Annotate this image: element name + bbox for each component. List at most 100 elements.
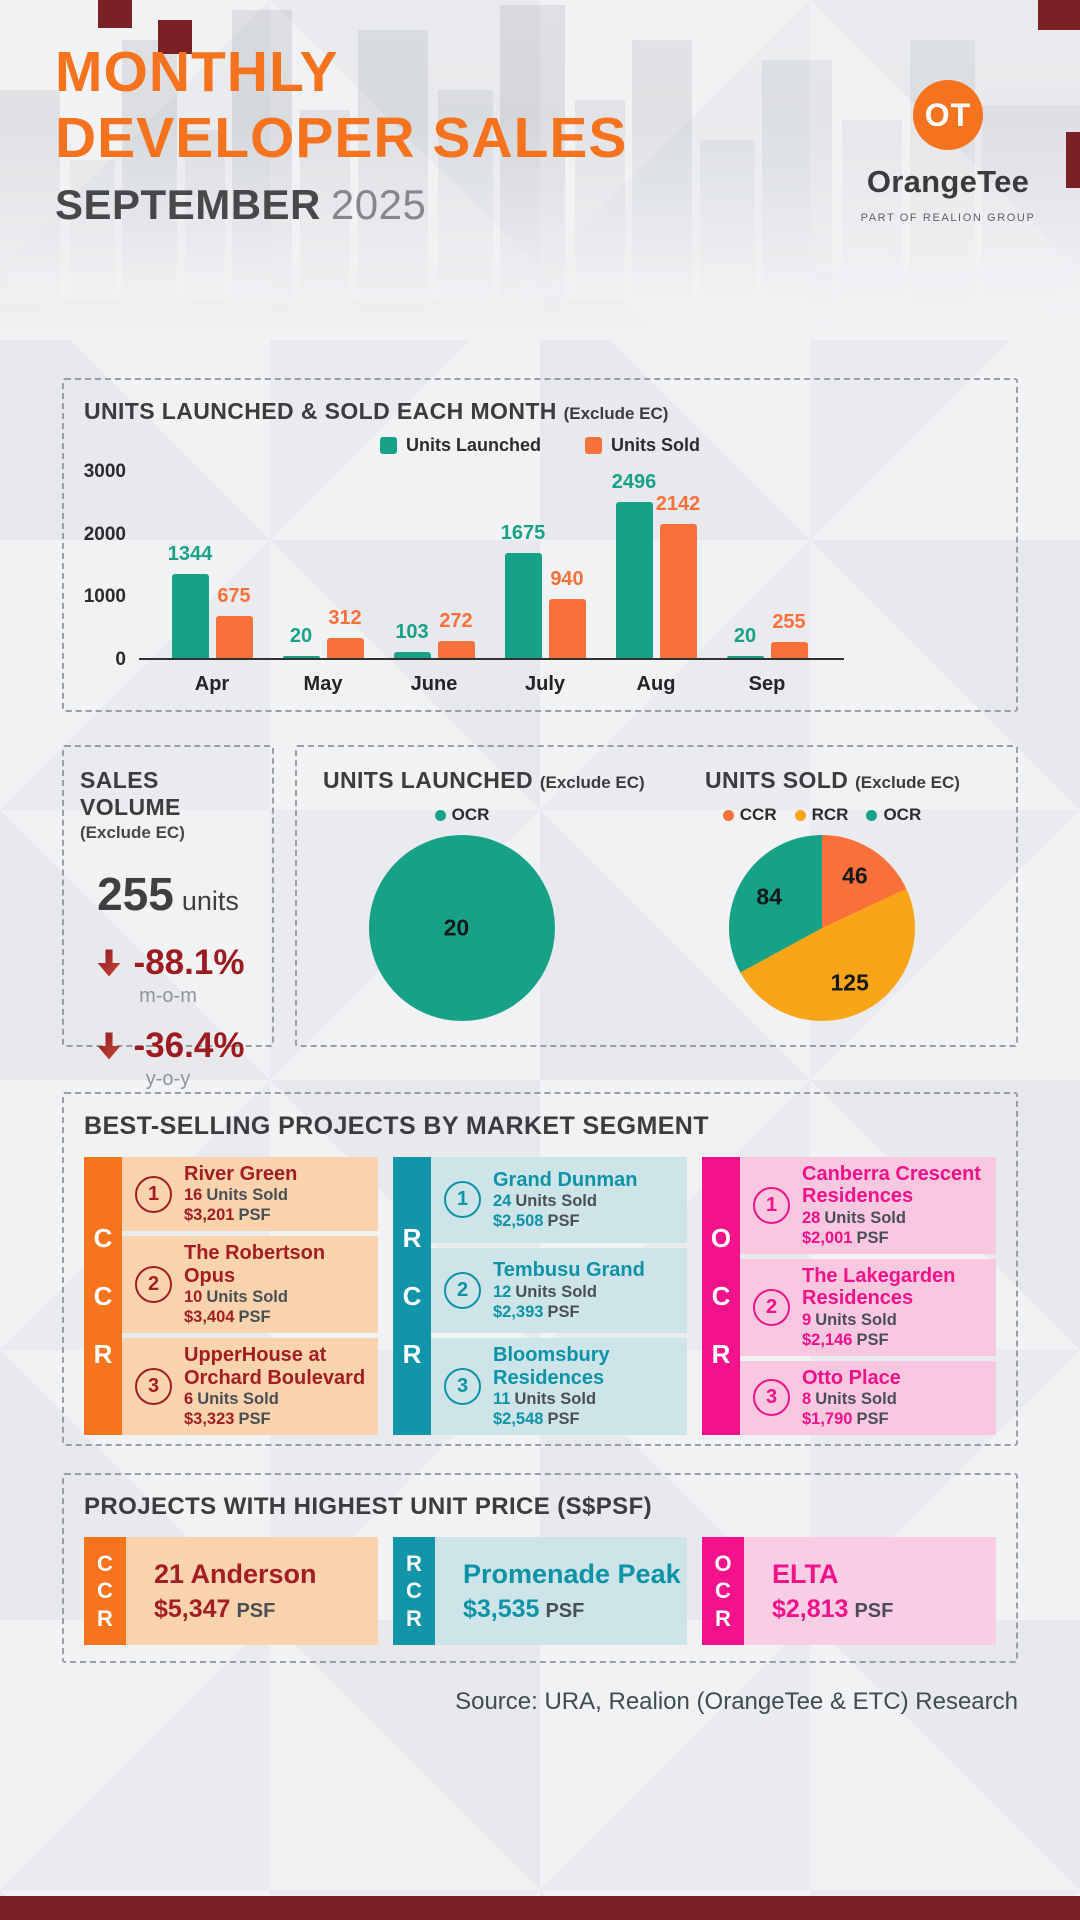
sales-volume-note: (Exclude EC) <box>80 823 185 842</box>
units-sold-pie: 46 125 84 <box>729 835 915 1021</box>
project-name: Tembusu Grand <box>493 1259 645 1282</box>
units-sold-value: 24 <box>493 1192 512 1210</box>
units-launched-pie: 20 <box>369 835 555 1021</box>
decrease-arrow-icon <box>97 1032 120 1060</box>
units-sold-bar <box>548 599 586 658</box>
bar-chart-title-text: UNITS LAUNCHED & SOLD EACH MONTH <box>84 398 557 424</box>
units-sold-value: 16 <box>184 1186 203 1205</box>
bar-chart-title: UNITS LAUNCHED & SOLD EACH MONTH (Exclud… <box>84 398 996 425</box>
project-name: Bloomsbury Residences <box>493 1344 610 1389</box>
best-selling-title: BEST-SELLING PROJECTS BY MARKET SEGMENT <box>84 1112 709 1140</box>
project-tile: 3 Bloomsbury Residences 11 Units Sold $2,… <box>431 1338 687 1435</box>
segment-letter: C <box>93 1222 113 1253</box>
units-sold-bar <box>215 615 253 658</box>
project-tile: 3 UpperHouse at Orchard Boulevard 6 Units… <box>122 1338 378 1435</box>
project-tile: 2 The Robertson Opus 10 Units Sold $3,404… <box>122 1236 378 1334</box>
psf-price-value: $2,813 <box>772 1594 849 1623</box>
yoy-change-label: y-o-y <box>145 1068 191 1090</box>
units-launched-pie-legend: OCR <box>342 805 582 825</box>
rcr-segment-strip: R C R <box>393 1537 435 1645</box>
segment-letter: R <box>715 1605 731 1631</box>
psf-label: PSF <box>547 1302 580 1321</box>
legend-ocr: OCR <box>866 805 921 825</box>
rcr-segment-bar: R C R <box>393 1157 431 1435</box>
city-skyline-background <box>0 0 1080 340</box>
bar-value-label: 103 <box>395 620 429 643</box>
units-sold-label: Units Sold <box>515 1192 597 1210</box>
project-name: Canberra Crescent Residences <box>802 1163 981 1208</box>
units-launched-bar <box>615 501 653 658</box>
highest-price-card-rcr: R C R Promenade Peak $3,535 PSF <box>393 1537 687 1645</box>
psf-label: PSF <box>856 1228 889 1247</box>
ccr-dot-icon <box>722 809 734 821</box>
ccr-segment-strip: C C R <box>84 1537 126 1645</box>
psf-price-value: $3,535 <box>463 1594 540 1623</box>
rank-badge: 2 <box>444 1271 481 1309</box>
segment-letter: R <box>402 1222 422 1253</box>
units-sold-value: 9 <box>802 1310 812 1329</box>
project-tile: 1 Grand Dunman 24 Units Sold $2,508 PSF <box>431 1157 687 1243</box>
units-sold-value: 28 <box>802 1208 821 1227</box>
legend-units-launched-label: Units Launched <box>405 435 541 455</box>
legend-ocr-label: OCR <box>451 805 490 824</box>
units-sold-pie-title-text: UNITS SOLD <box>705 767 849 793</box>
segment-letter: R <box>402 1338 422 1369</box>
units-launched-bar <box>171 573 209 658</box>
psf-label: PSF <box>856 1409 889 1428</box>
segment-letter: R <box>97 1605 113 1631</box>
pie-value-label: 46 <box>842 862 868 889</box>
y-axis-tick: 2000 <box>83 523 126 545</box>
psf-label: PSF <box>856 1330 889 1349</box>
units-launched-bar <box>504 553 542 658</box>
report-title-block: MONTHLY DEVELOPER SALES SEPTEMBER 2025 <box>55 40 627 229</box>
segment-letter: O <box>714 1550 732 1576</box>
orangetee-logo-name: OrangeTee <box>866 164 1030 199</box>
sales-volume-number: 255 <box>97 868 174 920</box>
legend-units-sold: Units Sold <box>585 435 700 456</box>
best-selling-panel: BEST-SELLING PROJECTS BY MARKET SEGMENT … <box>62 1092 1018 1446</box>
ccr-segment-bar: C C R <box>84 1157 122 1435</box>
segment-letter: C <box>97 1550 113 1576</box>
legend-units-launched: Units Launched <box>379 435 541 456</box>
y-axis-tick: 1000 <box>83 586 126 608</box>
psf-price-value: $5,347 <box>154 1594 231 1623</box>
segment-ccr: C C R 1 River Green 16 Units Sold $3,201 P… <box>84 1157 378 1435</box>
project-tile: 1 River Green 16 Units Sold $3,201 PSF <box>122 1157 378 1232</box>
units-launched-bar <box>282 655 320 658</box>
bar-group-apr: 1344 675 Apr <box>162 472 262 695</box>
x-axis-label: May <box>303 673 343 695</box>
psf-label: PSF <box>238 1308 271 1327</box>
units-launched-swatch-icon <box>379 437 397 454</box>
orangetee-logo-tagline: PART OF REALION GROUP <box>860 212 1036 224</box>
legend-ccr: CCR <box>722 805 777 825</box>
bar-value-label: 675 <box>217 584 251 607</box>
segment-letter: O <box>710 1222 732 1253</box>
yoy-change-value: -36.4% <box>133 1026 245 1065</box>
psf-price-value: $3,404 <box>184 1308 235 1327</box>
project-name: Promenade Peak <box>463 1558 681 1589</box>
units-sold-label: Units Sold <box>815 1389 897 1408</box>
ocr-segment-strip: O C R <box>702 1537 744 1645</box>
units-sold-pie-title: UNITS SOLD (Exclude EC) <box>705 767 960 794</box>
pie-value-label: 20 <box>443 914 470 941</box>
project-tile: 1 Canberra Crescent Residences 28 Units S… <box>740 1157 996 1254</box>
bar-chart-title-note: (Exclude EC) <box>563 404 669 423</box>
y-axis-tick: 0 <box>115 649 126 670</box>
pie-value-label: 84 <box>756 883 783 910</box>
rank-badge: 3 <box>753 1379 790 1417</box>
maroon-strip-decor <box>1066 132 1080 188</box>
units-sold-label: Units Sold <box>515 1282 597 1301</box>
report-month: SEPTEMBER <box>55 181 321 229</box>
psf-price-value: $3,323 <box>184 1410 235 1428</box>
bar-value-label: 940 <box>550 568 584 591</box>
project-tile: 3 Otto Place 8 Units Sold $1,790 PSF <box>740 1360 996 1435</box>
legend-ccr-label: CCR <box>739 805 777 824</box>
bar-chart-plot: 1344 675 Apr 20 312 May 103 272 June 1675 940 July 2… <box>139 471 844 695</box>
project-name: The Lakegarden Residences <box>802 1264 956 1310</box>
bar-value-label: 272 <box>439 609 473 632</box>
segment-letter: C <box>715 1578 731 1604</box>
bar-group-june: 103 272 June <box>384 472 484 695</box>
segment-letter: R <box>711 1338 731 1369</box>
legend-ocr-label: OCR <box>883 805 922 824</box>
x-axis-label: Sep <box>748 673 786 695</box>
